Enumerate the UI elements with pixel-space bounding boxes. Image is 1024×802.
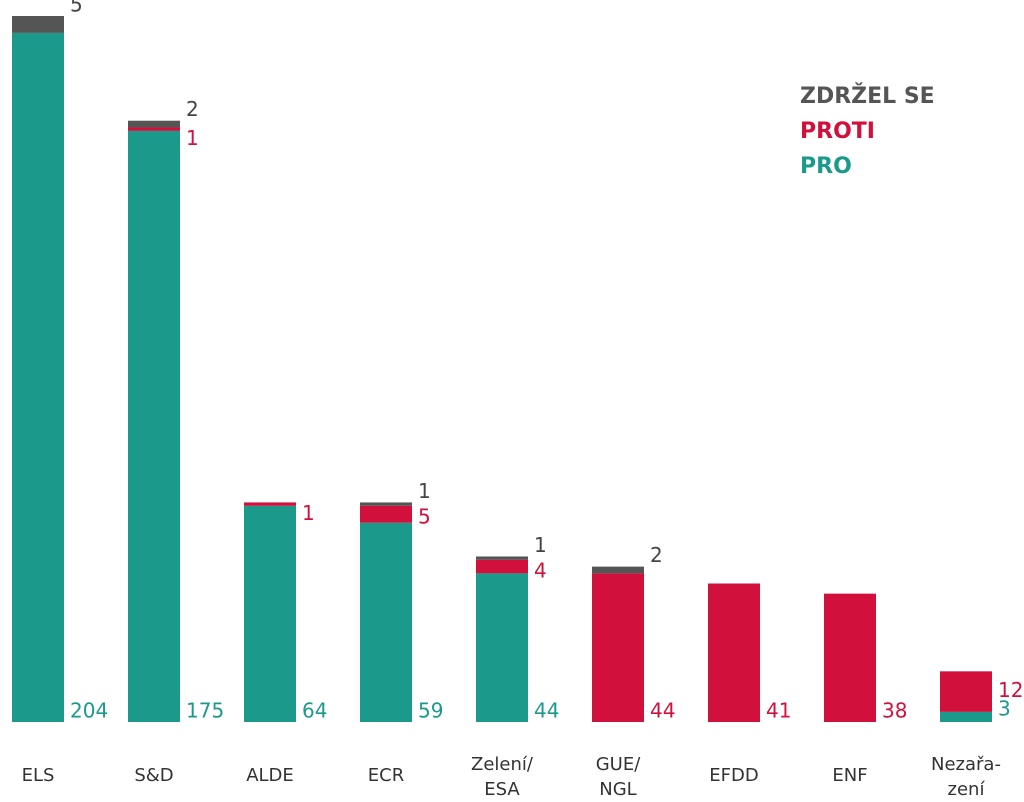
value-label: 5 [418, 504, 431, 528]
bar-segment [824, 593, 876, 722]
bar-segment [128, 127, 180, 131]
value-label: 3 [998, 697, 1011, 721]
value-label: 59 [418, 699, 443, 723]
bar-segment [476, 573, 528, 722]
value-label: 2 [650, 543, 663, 567]
legend-entry: ZDRŽEL SE [800, 83, 935, 109]
value-label: 4 [534, 558, 547, 582]
bar-segment [592, 566, 644, 574]
value-label: 44 [650, 699, 675, 723]
value-label: 2 [186, 97, 199, 121]
value-label: 44 [534, 699, 559, 723]
bar-segment [128, 120, 180, 128]
legend-entry: PROTI [800, 119, 875, 144]
value-label: 41 [766, 699, 791, 723]
legend-entry: PRO [800, 154, 852, 179]
x-tick-label: S&D [134, 765, 174, 786]
value-label: 1 [534, 533, 547, 557]
x-tick-label: GUE/ NGL [595, 754, 641, 800]
bar-segment [360, 505, 412, 523]
bar-segment [708, 583, 760, 722]
bar-segment [592, 573, 644, 722]
bar-segment [360, 522, 412, 722]
value-label: 5 [70, 0, 83, 17]
x-tick-label: ENF [832, 765, 868, 786]
bar-segment [476, 559, 528, 574]
bar-segment [12, 16, 64, 33]
bar-segment [940, 711, 992, 722]
value-label: 64 [302, 699, 327, 723]
value-label: 1 [302, 501, 315, 525]
value-label: 175 [186, 699, 224, 723]
bar-segment [476, 556, 528, 560]
value-label: 204 [70, 699, 108, 723]
value-label: 1 [186, 126, 199, 150]
x-tick-label: Zelení/ ESA [471, 754, 533, 800]
bar-segment [12, 32, 64, 722]
bar-segment [128, 130, 180, 722]
bar-segment [244, 502, 296, 506]
x-tick-label: EFDD [709, 765, 759, 786]
value-label: 12 [998, 678, 1023, 702]
value-label: 38 [882, 699, 907, 723]
x-tick-label: ELS [21, 765, 55, 786]
x-tick-label: Nezařa- zení [931, 754, 1001, 800]
bar-segment [360, 502, 412, 506]
bar-segment [940, 671, 992, 712]
value-label: 1 [418, 479, 431, 503]
bar-segment [244, 505, 296, 722]
x-tick-label: ECR [367, 765, 405, 786]
x-tick-label: ALDE [246, 765, 294, 786]
